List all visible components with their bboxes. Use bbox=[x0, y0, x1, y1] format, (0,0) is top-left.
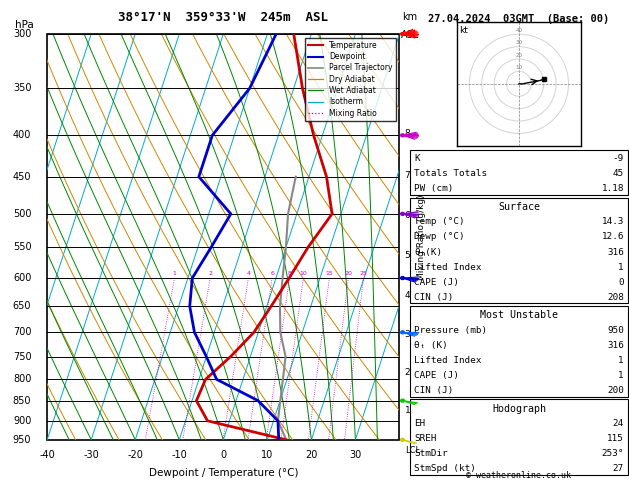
Text: 350: 350 bbox=[13, 83, 31, 93]
Text: -30: -30 bbox=[83, 450, 99, 460]
Text: -9: -9 bbox=[613, 154, 624, 163]
Text: -20: -20 bbox=[127, 450, 143, 460]
Text: 24: 24 bbox=[613, 419, 624, 428]
Text: 1: 1 bbox=[618, 262, 624, 272]
Text: Dewpoint / Temperature (°C): Dewpoint / Temperature (°C) bbox=[148, 468, 298, 478]
Text: 316: 316 bbox=[607, 247, 624, 257]
Text: 500: 500 bbox=[13, 209, 31, 219]
Text: 10: 10 bbox=[299, 271, 307, 276]
Text: -40: -40 bbox=[39, 450, 55, 460]
Text: Surface: Surface bbox=[498, 202, 540, 212]
Text: 1: 1 bbox=[172, 271, 176, 276]
Text: 550: 550 bbox=[13, 243, 31, 252]
Text: 5: 5 bbox=[404, 250, 411, 260]
Text: 600: 600 bbox=[13, 273, 31, 283]
Text: 10: 10 bbox=[261, 450, 274, 460]
Text: 1.18: 1.18 bbox=[601, 184, 624, 193]
Text: EH: EH bbox=[414, 419, 425, 428]
Text: 316: 316 bbox=[607, 341, 624, 350]
Text: 0: 0 bbox=[220, 450, 226, 460]
Text: 200: 200 bbox=[607, 386, 624, 395]
Text: θₜ(K): θₜ(K) bbox=[414, 247, 442, 257]
Text: 20: 20 bbox=[305, 450, 318, 460]
Text: Totals Totals: Totals Totals bbox=[414, 169, 487, 178]
Text: 30: 30 bbox=[349, 450, 362, 460]
Text: 8: 8 bbox=[287, 271, 291, 276]
Text: © weatheronline.co.uk: © weatheronline.co.uk bbox=[467, 471, 571, 480]
Text: Lifted Index: Lifted Index bbox=[414, 356, 481, 365]
Text: 27: 27 bbox=[613, 464, 624, 473]
Text: 4: 4 bbox=[404, 291, 410, 300]
Text: Dewp (°C): Dewp (°C) bbox=[414, 232, 464, 242]
Text: 850: 850 bbox=[13, 396, 31, 406]
Text: 400: 400 bbox=[13, 130, 31, 140]
Text: km: km bbox=[403, 12, 418, 22]
Text: StmSpd (kt): StmSpd (kt) bbox=[414, 464, 476, 473]
Text: ASL: ASL bbox=[401, 30, 419, 40]
Text: Temp (°C): Temp (°C) bbox=[414, 217, 464, 226]
Text: 15: 15 bbox=[325, 271, 333, 276]
Text: 8: 8 bbox=[404, 129, 411, 138]
Text: 800: 800 bbox=[13, 374, 31, 384]
Text: 300: 300 bbox=[13, 29, 31, 39]
Text: CIN (J): CIN (J) bbox=[414, 293, 454, 302]
Text: 7: 7 bbox=[404, 172, 411, 180]
Text: 3: 3 bbox=[404, 330, 411, 339]
Text: 750: 750 bbox=[13, 351, 31, 362]
Text: 115: 115 bbox=[607, 434, 624, 443]
Text: θₜ (K): θₜ (K) bbox=[414, 341, 448, 350]
Text: PW (cm): PW (cm) bbox=[414, 184, 454, 193]
Text: 0: 0 bbox=[618, 278, 624, 287]
Text: Mixing Ratio (g/kg): Mixing Ratio (g/kg) bbox=[417, 194, 426, 280]
Text: 27.04.2024  03GMT  (Base: 00): 27.04.2024 03GMT (Base: 00) bbox=[428, 14, 610, 24]
Text: 38°17'N  359°33'W  245m  ASL: 38°17'N 359°33'W 245m ASL bbox=[118, 11, 328, 23]
Legend: Temperature, Dewpoint, Parcel Trajectory, Dry Adiabat, Wet Adiabat, Isotherm, Mi: Temperature, Dewpoint, Parcel Trajectory… bbox=[304, 38, 396, 121]
Text: 4: 4 bbox=[247, 271, 250, 276]
Text: StmDir: StmDir bbox=[414, 449, 448, 458]
Text: 12.6: 12.6 bbox=[601, 232, 624, 242]
Text: SREH: SREH bbox=[414, 434, 437, 443]
Text: 30: 30 bbox=[515, 40, 523, 45]
Text: 20: 20 bbox=[345, 271, 352, 276]
Text: 2: 2 bbox=[208, 271, 212, 276]
Text: 2: 2 bbox=[404, 368, 410, 377]
Text: 14.3: 14.3 bbox=[601, 217, 624, 226]
Text: 6: 6 bbox=[270, 271, 274, 276]
Text: 40: 40 bbox=[515, 28, 523, 33]
Text: 10: 10 bbox=[515, 65, 523, 70]
Text: -10: -10 bbox=[171, 450, 187, 460]
Text: kt: kt bbox=[459, 26, 469, 35]
Text: 20: 20 bbox=[515, 53, 523, 58]
Text: LCL: LCL bbox=[404, 446, 420, 455]
Text: 1: 1 bbox=[618, 356, 624, 365]
Text: Pressure (mb): Pressure (mb) bbox=[414, 326, 487, 335]
Text: Lifted Index: Lifted Index bbox=[414, 262, 481, 272]
Text: 450: 450 bbox=[13, 172, 31, 182]
Text: 1: 1 bbox=[618, 371, 624, 380]
Text: 950: 950 bbox=[13, 435, 31, 445]
Text: 700: 700 bbox=[13, 327, 31, 337]
Text: CIN (J): CIN (J) bbox=[414, 386, 454, 395]
Text: 950: 950 bbox=[607, 326, 624, 335]
Text: 6: 6 bbox=[404, 211, 411, 221]
Text: Hodograph: Hodograph bbox=[492, 403, 546, 414]
Text: hPa: hPa bbox=[15, 20, 34, 30]
Text: 900: 900 bbox=[13, 416, 31, 426]
Text: Most Unstable: Most Unstable bbox=[480, 310, 558, 320]
Text: CAPE (J): CAPE (J) bbox=[414, 371, 459, 380]
Text: 1: 1 bbox=[404, 406, 411, 416]
Text: 45: 45 bbox=[613, 169, 624, 178]
Text: 650: 650 bbox=[13, 301, 31, 311]
Text: CAPE (J): CAPE (J) bbox=[414, 278, 459, 287]
Text: K: K bbox=[414, 154, 420, 163]
Text: 253°: 253° bbox=[601, 449, 624, 458]
Text: 25: 25 bbox=[360, 271, 367, 276]
Text: 208: 208 bbox=[607, 293, 624, 302]
